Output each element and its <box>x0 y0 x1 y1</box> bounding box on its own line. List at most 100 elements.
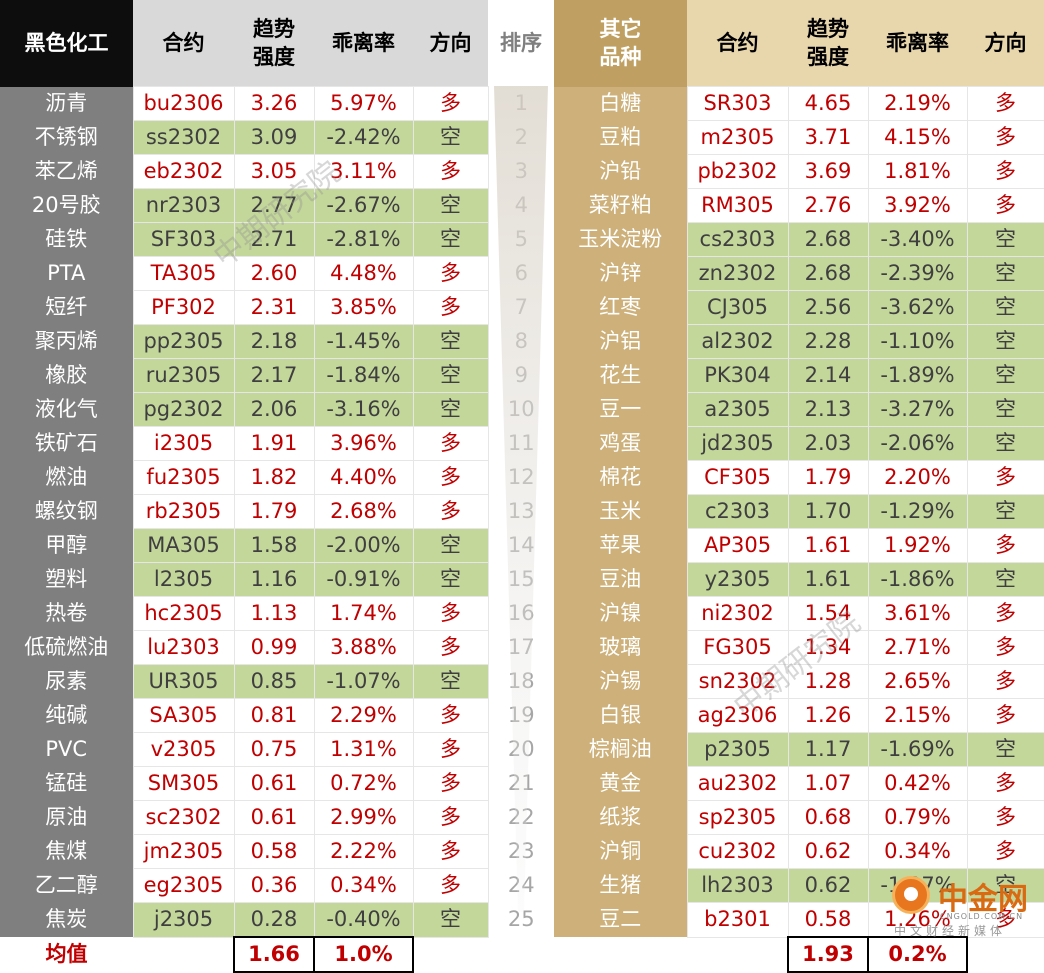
trend-header: 趋势 强度 <box>788 0 868 87</box>
left-commodity-name: 螺纹钢 <box>0 494 133 529</box>
right-commodity-name: 豆粕 <box>554 120 687 155</box>
left-direction: 多 <box>412 426 489 461</box>
left-commodity-name: 苯乙烯 <box>0 154 133 189</box>
left-trend-strength: 0.58 <box>233 834 315 869</box>
right-trend-strength: 2.56 <box>787 290 869 325</box>
left-trend-strength: 3.09 <box>233 120 315 155</box>
left-deviation: -1.07% <box>313 664 414 699</box>
table-row: 甲醇 MA305 1.58 -2.00% 空 14 苹果 AP305 1.61 1.92% 多 <box>0 528 1044 563</box>
right-commodity-name: 棕榈油 <box>554 732 687 767</box>
left-commodity-name: 甲醇 <box>0 528 133 563</box>
left-commodity-name: 原油 <box>0 800 133 835</box>
left-deviation: 2.22% <box>313 834 414 869</box>
right-contract: AP305 <box>686 528 789 563</box>
left-commodity-name: 尿素 <box>0 664 133 699</box>
rank-number: 8 <box>488 324 554 359</box>
right-direction: 多 <box>966 596 1044 631</box>
right-deviation: -1.69% <box>867 732 968 767</box>
right-trend-strength: 1.34 <box>787 630 869 665</box>
right-contract: FG305 <box>686 630 789 665</box>
table-row: 橡胶 ru2305 2.17 -1.84% 空 9 花生 PK304 2.14 -1.89% 空 <box>0 358 1044 393</box>
right-direction: 空 <box>966 426 1044 461</box>
left-deviation: -2.42% <box>313 120 414 155</box>
trend-header: 趋势 强度 <box>234 0 314 87</box>
right-deviation-average: 0.2% <box>867 936 968 973</box>
right-trend-strength: 1.61 <box>787 528 869 563</box>
left-contract: TA305 <box>132 256 235 291</box>
right-deviation: 3.92% <box>867 188 968 223</box>
left-commodity-name: 20号胶 <box>0 188 133 223</box>
rank-number: 2 <box>488 120 554 155</box>
left-contract: hc2305 <box>132 596 235 631</box>
right-deviation: 1.26% <box>867 902 968 938</box>
left-contract: fu2305 <box>132 460 235 495</box>
right-group-header: 其它 品种 <box>554 0 687 87</box>
right-direction: 多 <box>966 154 1044 189</box>
left-trend-strength: 0.81 <box>233 698 315 733</box>
left-group-header: 黑色化工 <box>0 0 133 87</box>
contract-header: 合约 <box>133 0 234 87</box>
left-deviation: -0.40% <box>313 902 414 938</box>
left-contract: ru2305 <box>132 358 235 393</box>
rank-number: 11 <box>488 426 554 461</box>
rank-number: 3 <box>488 154 554 189</box>
right-trend-strength: 2.28 <box>787 324 869 359</box>
right-direction: 空 <box>966 732 1044 767</box>
right-direction: 多 <box>966 528 1044 563</box>
right-contract: CJ305 <box>686 290 789 325</box>
rank-number: 5 <box>488 222 554 257</box>
right-contract: sn2302 <box>686 664 789 699</box>
right-commodity-name: 苹果 <box>554 528 687 563</box>
left-deviation: 1.74% <box>313 596 414 631</box>
right-trend-strength: 3.69 <box>787 154 869 189</box>
right-commodity-name: 鸡蛋 <box>554 426 687 461</box>
left-direction: 多 <box>412 732 489 767</box>
left-contract: i2305 <box>132 426 235 461</box>
left-deviation: -1.45% <box>313 324 414 359</box>
left-commodity-name: 焦炭 <box>0 902 133 937</box>
right-deviation: -3.62% <box>867 290 968 325</box>
right-deviation: -3.40% <box>867 222 968 257</box>
left-commodity-name: PTA <box>0 256 133 291</box>
right-deviation: -1.89% <box>867 358 968 393</box>
right-commodity-name: 白糖 <box>554 86 687 121</box>
right-commodity-name: 沪铜 <box>554 834 687 869</box>
right-contract: CF305 <box>686 460 789 495</box>
table-row: 尿素 UR305 0.85 -1.07% 空 18 沪锡 sn2302 1.28 2.65% 多 <box>0 664 1044 699</box>
left-trend-strength: 0.75 <box>233 732 315 767</box>
rank-number: 19 <box>488 698 554 733</box>
right-commodity-name: 豆二 <box>554 902 687 937</box>
left-trend-strength: 2.31 <box>233 290 315 325</box>
right-contract: b2301 <box>686 902 789 938</box>
right-commodity-name: 白银 <box>554 698 687 733</box>
average-spacer <box>554 937 687 972</box>
left-direction: 多 <box>412 290 489 325</box>
left-trend-strength: 0.36 <box>233 868 315 903</box>
left-direction: 多 <box>412 596 489 631</box>
right-direction: 多 <box>966 120 1044 155</box>
table-row: 原油 sc2302 0.61 2.99% 多 22 纸浆 sp2305 0.68 0.79% 多 <box>0 800 1044 835</box>
left-deviation: -2.00% <box>313 528 414 563</box>
left-commodity-name: 焦煤 <box>0 834 133 869</box>
right-contract: pb2302 <box>686 154 789 189</box>
right-contract: au2302 <box>686 766 789 801</box>
left-trend-strength: 0.28 <box>233 902 315 938</box>
deviation-header: 乖离率 <box>314 0 413 87</box>
right-commodity-name: 沪镍 <box>554 596 687 631</box>
left-commodity-name: 乙二醇 <box>0 868 133 903</box>
average-label: 均值 <box>0 937 133 972</box>
left-deviation: 3.11% <box>313 154 414 189</box>
left-direction: 空 <box>412 358 489 393</box>
left-trend-strength: 1.13 <box>233 596 315 631</box>
right-commodity-name: 菜籽粕 <box>554 188 687 223</box>
table-row: 纯碱 SA305 0.81 2.29% 多 19 白银 ag2306 1.26 2.15% 多 <box>0 698 1044 733</box>
right-trend-strength: 0.62 <box>787 868 869 903</box>
right-contract: c2303 <box>686 494 789 529</box>
right-direction: 多 <box>966 188 1044 223</box>
rank-number: 21 <box>488 766 554 801</box>
table-row: 低硫燃油 lu2303 0.99 3.88% 多 17 玻璃 FG305 1.34 2.71% 多 <box>0 630 1044 665</box>
left-contract: j2305 <box>132 902 235 938</box>
contract-header: 合约 <box>687 0 788 87</box>
table-row: 短纤 PF302 2.31 3.85% 多 7 红枣 CJ305 2.56 -3.62% 空 <box>0 290 1044 325</box>
table-row: 沥青 bu2306 3.26 5.97% 多 1 白糖 SR303 4.65 2.19% 多 <box>0 86 1044 121</box>
